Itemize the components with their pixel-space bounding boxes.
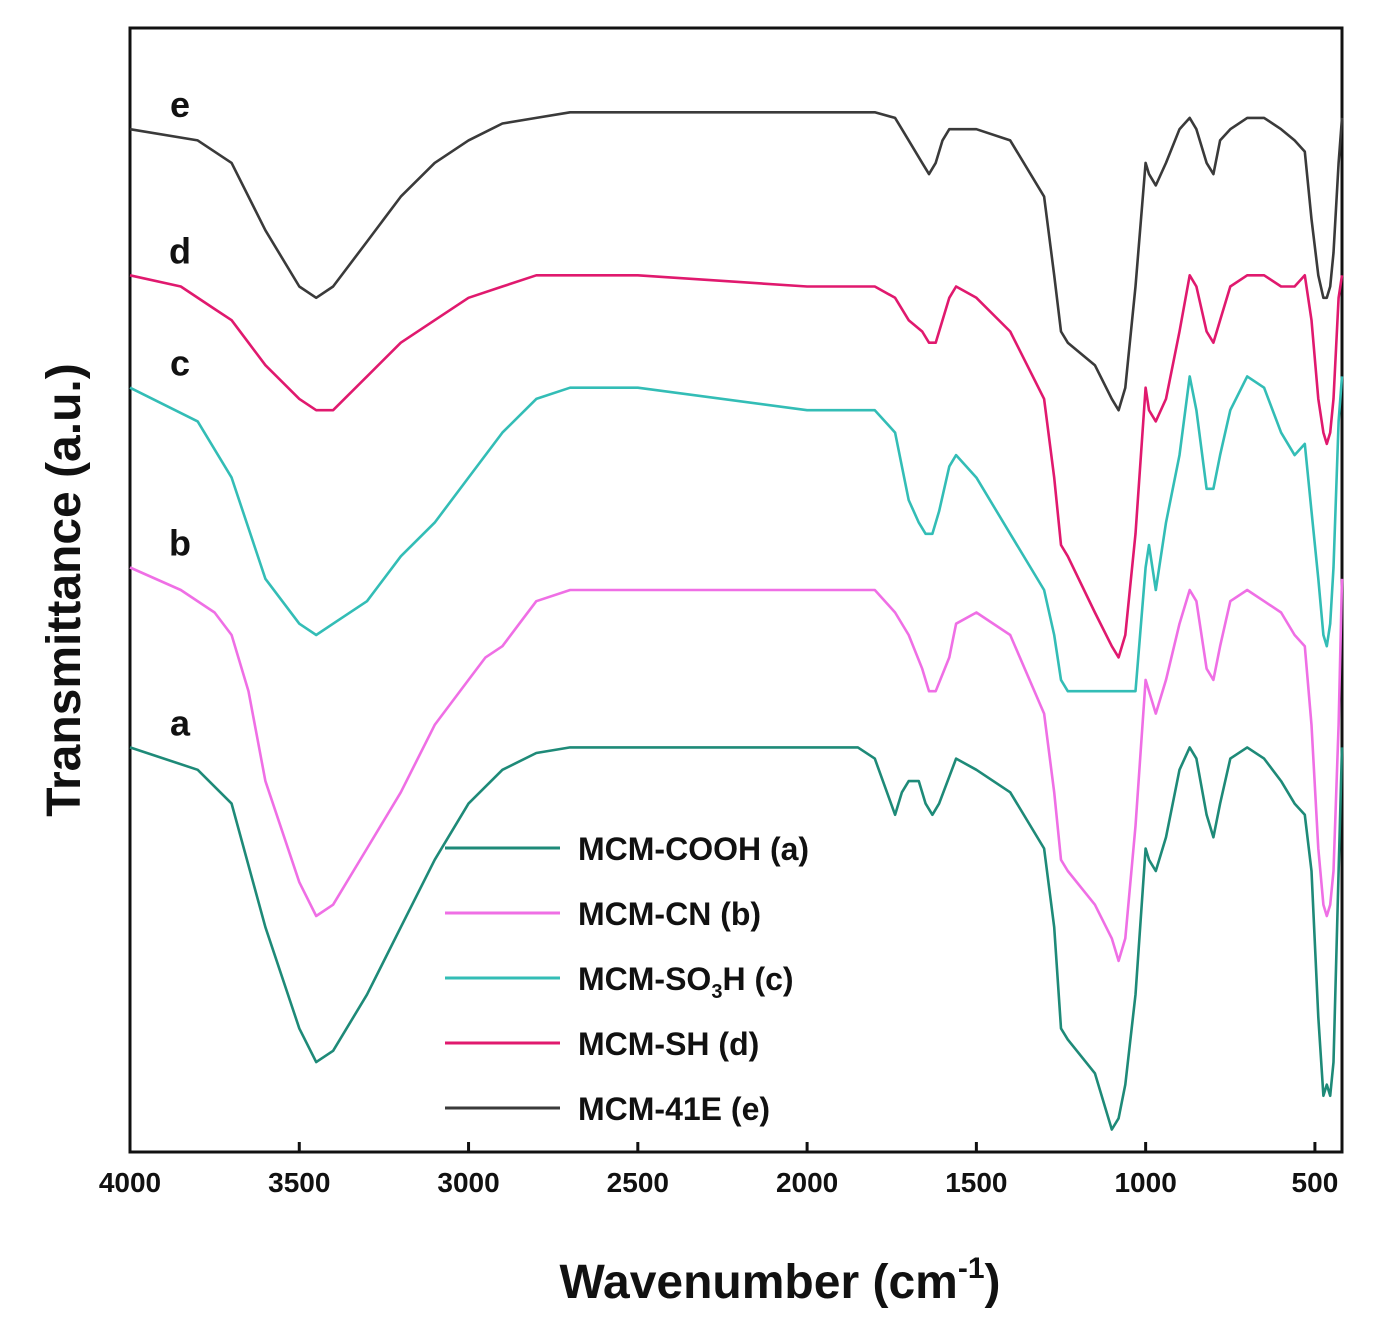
x-axis-title-sup: -1 [958, 1252, 985, 1285]
curves-group [129, 111, 1344, 1131]
x-axis-title-close: ) [985, 1256, 1001, 1309]
x-tick-label: 1500 [945, 1167, 1007, 1198]
legend-label-a: MCM-COOH (a) [578, 831, 809, 867]
curve-label-a: a [170, 702, 191, 743]
legend-label-c-suffix: H (c) [722, 961, 793, 997]
x-tick-label: 2500 [607, 1167, 669, 1198]
legend-label-c: MCM-SO3H (c) [578, 961, 794, 1003]
curve-label-b: b [169, 523, 191, 564]
legend-label-e: MCM-41E (e) [578, 1091, 770, 1127]
legend-label-c-prefix: MCM-SO [578, 961, 711, 997]
series-line-c [129, 375, 1344, 693]
x-tick-label: 3000 [437, 1167, 499, 1198]
x-axis-ticks: 4000 3500 3000 2500 2000 1500 1000 500 [99, 1142, 1338, 1198]
x-tick-label: 4000 [99, 1167, 161, 1198]
x-axis-title: Wavenumber (cm-1) [560, 1252, 1001, 1309]
curve-label-d: d [169, 230, 191, 271]
x-tick-label: 2000 [776, 1167, 838, 1198]
x-tick-label: 1000 [1114, 1167, 1176, 1198]
x-tick-label: 3500 [268, 1167, 330, 1198]
legend-label-b: MCM-CN (b) [578, 896, 761, 932]
legend-label-d: MCM-SH (d) [578, 1026, 759, 1062]
legend-label-c-sub: 3 [711, 981, 722, 1003]
x-tick-label: 500 [1292, 1167, 1339, 1198]
curve-letters-group: a b c d e [169, 84, 191, 743]
y-axis-title: Transmittance (a.u.) [38, 363, 91, 816]
legend: MCM-COOH (a) MCM-CN (b) MCM-SO3H (c) MCM… [445, 831, 809, 1127]
curve-label-e: e [170, 84, 190, 125]
series-line-a [129, 746, 1344, 1131]
curve-label-c: c [170, 343, 190, 384]
x-axis-title-main: Wavenumber (cm [560, 1256, 958, 1309]
series-line-d [129, 274, 1344, 659]
series-line-e [129, 111, 1344, 412]
series-line-b [129, 566, 1344, 963]
